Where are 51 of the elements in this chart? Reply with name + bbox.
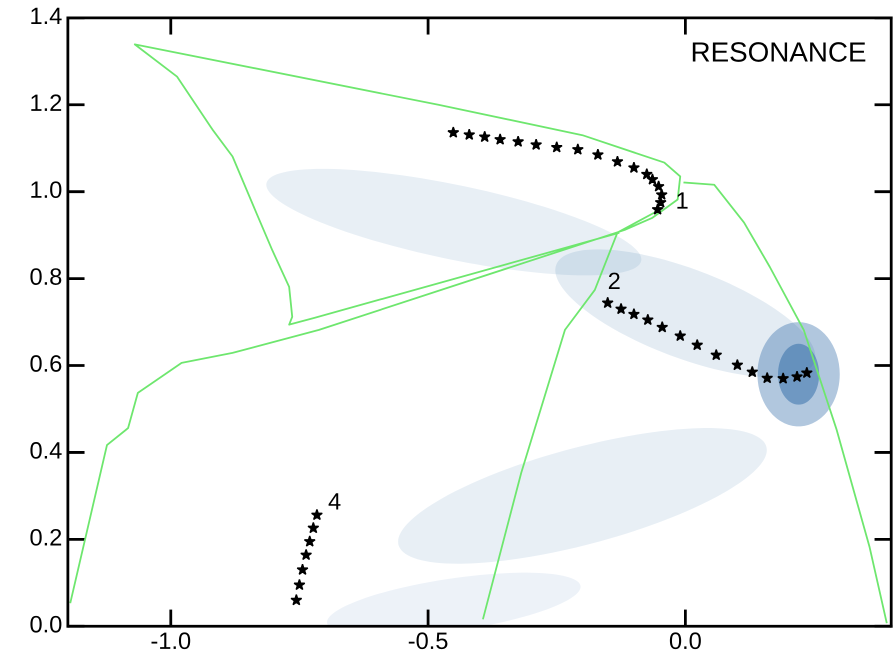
- point: [674, 330, 686, 342]
- point: [300, 548, 312, 560]
- y-tick-label: 0.8: [30, 268, 62, 285]
- point: [296, 564, 308, 575]
- point: [478, 130, 491, 142]
- point: [310, 508, 323, 520]
- x-tick-label: 0.0: [670, 632, 701, 650]
- point: [800, 366, 813, 378]
- point: [512, 135, 524, 147]
- point: [293, 578, 306, 590]
- point: [691, 338, 704, 350]
- point: [791, 370, 804, 382]
- annotation: 4: [328, 493, 340, 510]
- point: [652, 180, 665, 192]
- point: [777, 372, 790, 384]
- y-tick-label: 1.4: [31, 8, 62, 24]
- point: [746, 366, 758, 378]
- point: [592, 148, 604, 160]
- y-tick-label: 0.0: [30, 616, 62, 633]
- point: [304, 535, 316, 547]
- point: [652, 203, 664, 215]
- point: [628, 308, 640, 320]
- point: [710, 348, 722, 360]
- y-tick-label: 0.2: [30, 528, 62, 546]
- point: [550, 141, 563, 153]
- annotation: 2: [608, 272, 620, 290]
- point: [761, 372, 774, 384]
- point: [615, 302, 628, 314]
- point: [628, 162, 640, 173]
- x-tick-label: -0.5: [408, 632, 448, 650]
- y-tick-label: 1.0: [31, 181, 62, 198]
- point: [656, 188, 668, 200]
- point: [646, 173, 658, 185]
- point: [530, 138, 542, 150]
- annotation: RESONANCE: [692, 42, 866, 62]
- point: [463, 128, 476, 140]
- point: [494, 133, 506, 145]
- point: [656, 321, 668, 332]
- point: [602, 296, 614, 308]
- y-tick-label: 0.4: [30, 442, 62, 459]
- point: [611, 155, 624, 167]
- annotation: 1: [677, 192, 688, 209]
- point: [572, 143, 584, 155]
- point: [447, 126, 460, 138]
- point: [731, 358, 744, 370]
- point: [290, 594, 302, 606]
- x-tick-label: -1.0: [151, 632, 190, 650]
- point: [307, 522, 320, 534]
- point: [642, 314, 654, 326]
- y-tick-label: 1.2: [31, 94, 62, 111]
- y-tick-label: 0.6: [30, 355, 62, 372]
